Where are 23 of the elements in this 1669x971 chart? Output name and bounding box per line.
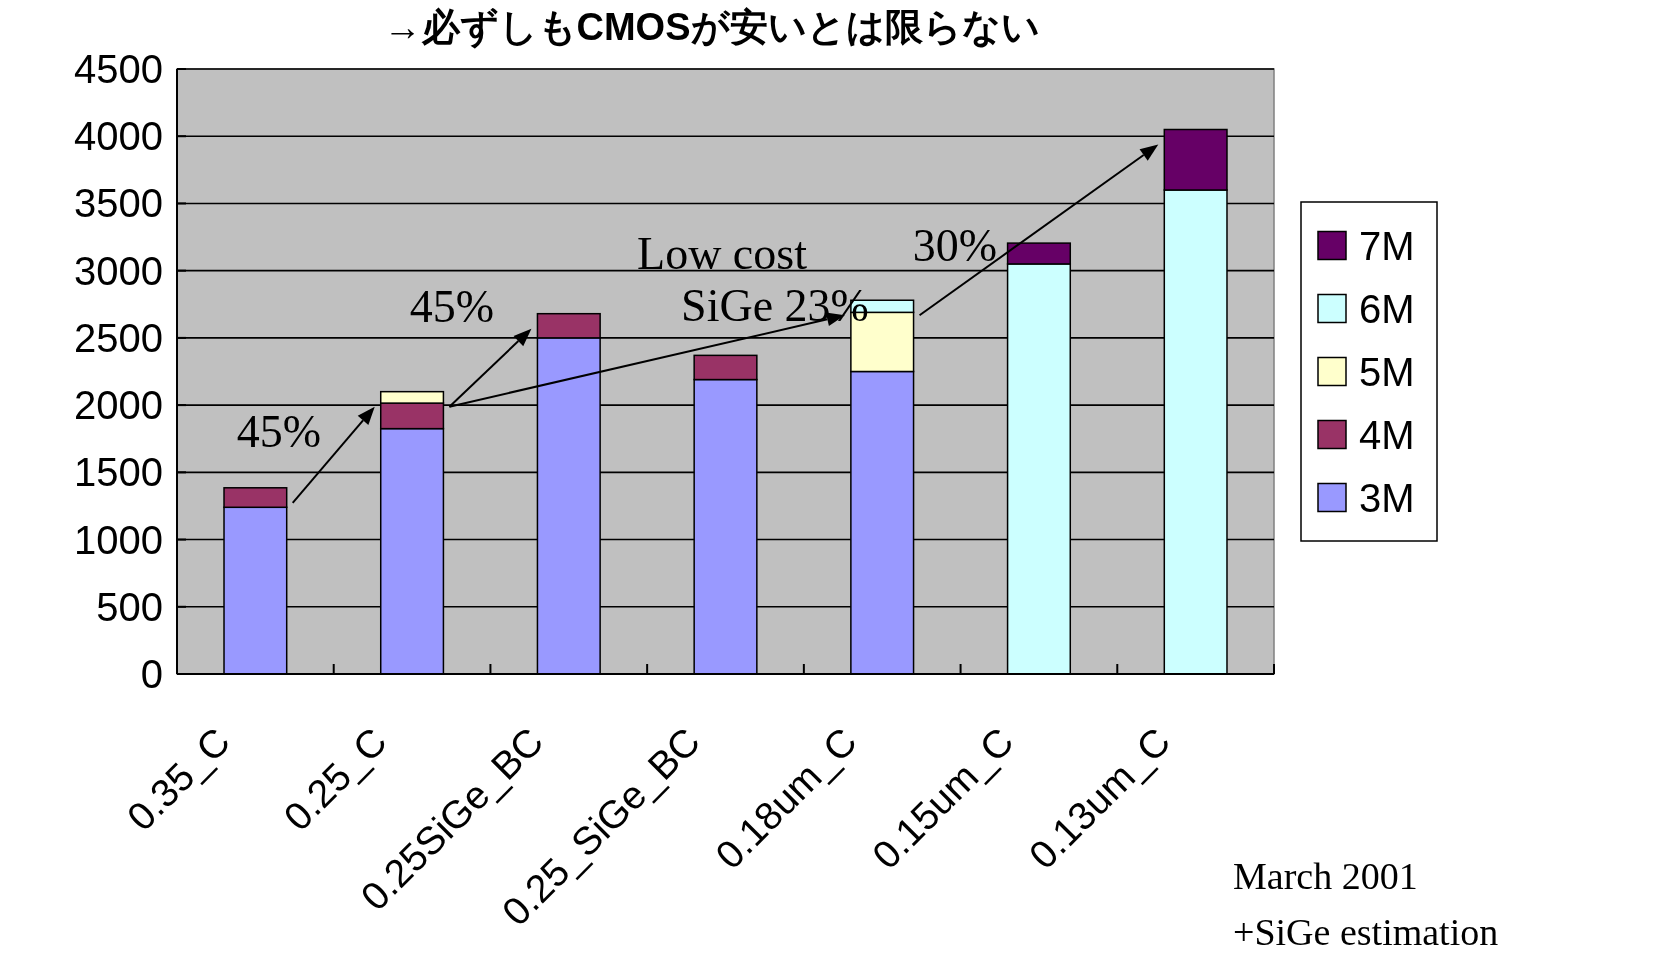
annotation: 45% bbox=[236, 405, 322, 457]
legend-label: 4M bbox=[1359, 412, 1415, 457]
y-tick-label: 4000 bbox=[74, 114, 163, 159]
y-tick-label: 2000 bbox=[74, 383, 163, 428]
annotation: 45% bbox=[409, 280, 495, 332]
y-tick-label: 2500 bbox=[74, 315, 163, 360]
y-tick-label: 500 bbox=[96, 584, 163, 629]
y-tick-label: 1000 bbox=[74, 517, 163, 562]
legend-label: 3M bbox=[1359, 475, 1415, 520]
legend-label: 5M bbox=[1359, 349, 1415, 394]
chart-title: →必ずしもCMOSが安いとは限らない bbox=[383, 6, 1040, 49]
annotation: 30% bbox=[912, 219, 998, 271]
annotation: Low cost bbox=[637, 227, 808, 279]
y-tick-label: 3500 bbox=[74, 181, 163, 226]
y-tick-label: 4500 bbox=[74, 47, 163, 91]
legend-label: 7M bbox=[1359, 223, 1415, 268]
annotation: SiGe 23% bbox=[681, 279, 869, 331]
legend-label: 6M bbox=[1359, 286, 1415, 331]
y-tick-label: 3000 bbox=[74, 248, 163, 293]
y-tick-label: 0 bbox=[140, 652, 163, 696]
text: March 2001 bbox=[1233, 855, 1418, 897]
text: +SiGe estimation bbox=[1233, 911, 1499, 953]
y-tick-label: 1500 bbox=[74, 450, 163, 495]
